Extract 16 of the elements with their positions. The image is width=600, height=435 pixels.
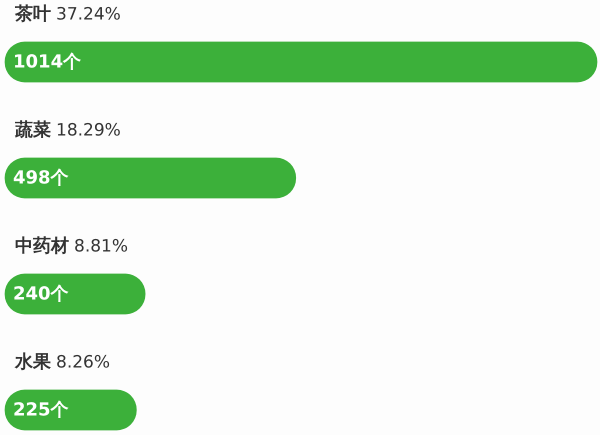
data-label: 498个 [13,168,70,189]
bar [4,390,137,430]
data-label: 225个 [13,400,70,421]
bar [4,158,296,198]
y-tick-label: 水果 [14,352,52,373]
data-label: 1014个 [13,52,82,73]
annotation: 8.26% [56,352,110,372]
y-tick-label: 茶叶 [14,4,51,25]
annotation: 18.29% [56,120,121,140]
data-label: 240个 [13,284,70,305]
annotation: 37.24% [56,4,121,24]
bar [4,274,146,314]
y-tick-label: 中药材 [15,236,69,257]
y-tick-label: 蔬菜 [14,120,51,141]
bar [4,42,598,82]
annotation: 8.81% [74,236,128,256]
